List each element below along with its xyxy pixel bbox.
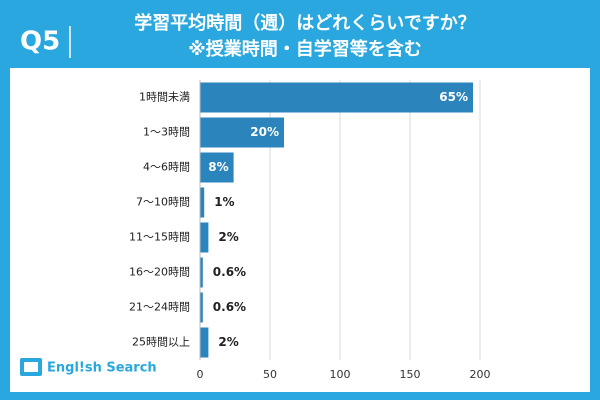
value-label: 20% [250,125,279,139]
y-tick-label: 1～3時間 [143,126,190,139]
y-tick-label: 1時間未満 [139,91,190,104]
panel [10,68,590,392]
value-label: 0.6% [213,265,246,279]
bar [200,187,205,218]
logo-text: Engl!sh Search [47,361,157,376]
x-tick-label: 200 [470,368,491,381]
y-tick-label: 21～24時間 [129,301,190,314]
y-tick-label: 16～20時間 [129,266,190,279]
chart-title: 学習平均時間（週）はどれくらいですか？ [134,12,475,34]
value-label: 2% [218,335,238,349]
value-label: 0.6% [213,300,246,314]
bar [200,222,209,253]
badge: Q5 [20,27,60,57]
x-tick-label: 150 [400,368,421,381]
bar [200,152,234,183]
bar [200,257,203,288]
x-tick-label: 50 [263,368,277,381]
y-tick-label: 7～10時間 [136,196,190,209]
x-tick-label: 0 [197,368,204,381]
y-tick-label: 25時間以上 [132,336,190,349]
logo: Engl!sh Search [20,358,157,376]
bar [200,82,473,113]
logo-icon-page [24,362,38,372]
x-tick-label: 100 [330,368,351,381]
value-label: 1% [214,195,234,209]
y-tick-label: 11～15時間 [129,231,190,244]
value-label: 8% [208,160,228,174]
value-label: 2% [218,230,238,244]
bar [200,292,203,323]
y-tick-label: 4～6時間 [143,161,190,174]
bar [200,327,209,358]
value-label: 65% [439,90,468,104]
chart-subtitle: ※授業時間・自学習等を含む [188,38,422,60]
plot: 0 50 100 150 200 1時間未満 65% 1～3時間 20% 4～6時間 8% 7～10時… [129,80,491,381]
bar [200,117,284,148]
